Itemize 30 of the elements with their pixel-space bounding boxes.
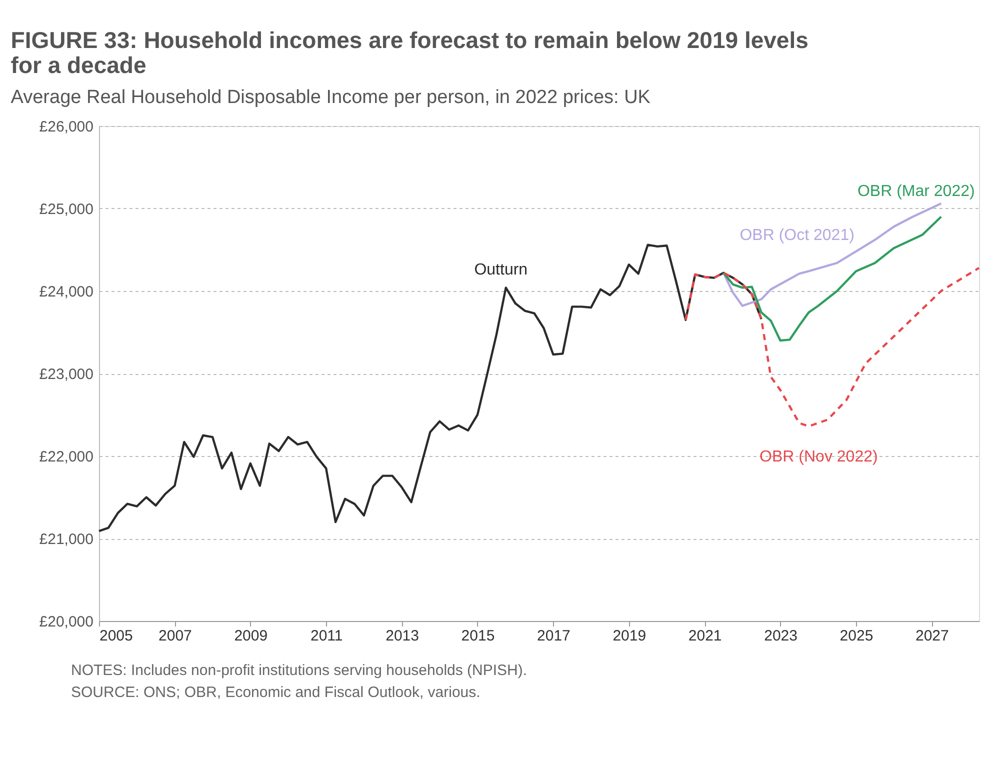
x-tick-label: 2019 — [612, 628, 646, 644]
x-tick-label: 2027 — [916, 628, 949, 644]
x-tick-label: 2025 — [840, 628, 874, 644]
y-tick-label: £24,000 — [39, 284, 94, 300]
x-tick-label: 2005 — [100, 628, 133, 644]
x-tick-label: 2021 — [688, 628, 722, 644]
y-tick-label: £20,000 — [39, 614, 94, 630]
series-label: OBR (Oct 2021) — [740, 226, 854, 244]
text: NOTES: Includes non-profit institutions serving households (NPISH). — [71, 662, 528, 679]
chart-subtitle: Average Real Household Disposable Income per person, in 2022 prices: UK — [10, 87, 651, 108]
line-series — [684, 266, 980, 428]
y-tick-label: £22,000 — [39, 448, 94, 466]
y-tick-label: £23,000 — [39, 366, 94, 383]
source-note: SOURCE: ONS; OBR, Economic and Fiscal Outlook, various. — [71, 684, 480, 701]
y-tick-label: £26,000 — [39, 118, 94, 136]
line-series — [722, 202, 942, 307]
x-tick-label: 2011 — [310, 628, 343, 644]
x-tick-label: 2017 — [537, 628, 570, 644]
x-tick-label: 2009 — [234, 628, 268, 644]
text: OBR (Mar 2022) — [857, 182, 975, 200]
chart-title: FIGURE 33: Household incomes are forecast to remain below 2019 levels for a decade — [10, 27, 808, 78]
y-tick-label: £21,000 — [39, 531, 94, 548]
series-label: Outturn — [474, 262, 528, 279]
line-series — [722, 216, 942, 342]
x-tick-label: 2013 — [386, 628, 419, 644]
x-tick-label: 2007 — [158, 628, 192, 644]
y-tick-label: £25,000 — [39, 201, 94, 218]
x-tick-label: 2023 — [764, 628, 798, 644]
text: OBR (Nov 2022) — [760, 448, 878, 466]
x-tick-label: 2015 — [461, 628, 495, 644]
